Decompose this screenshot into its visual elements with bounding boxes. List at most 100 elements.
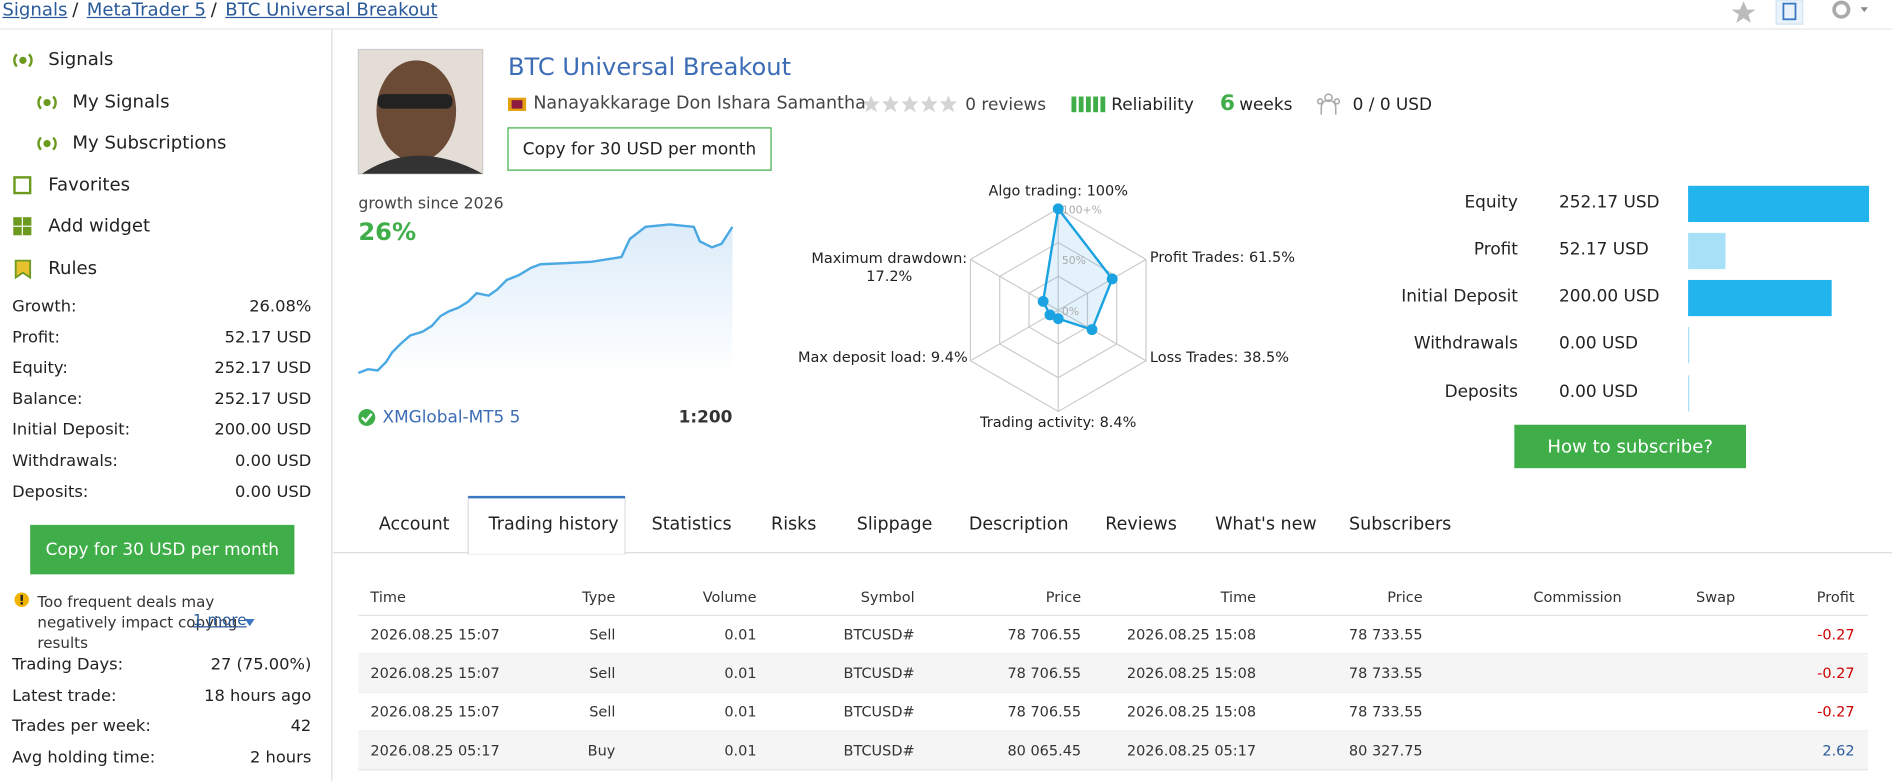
subscribers: 0 / 0 USD [1352,95,1433,115]
subscribe-button[interactable]: How to subscribe? [1514,424,1746,469]
table-cell[interactable]: BTCUSD# [843,626,915,644]
balance-bar [1688,279,1832,317]
table-cell[interactable]: Buy [587,742,616,759]
stat-value: 0.00 USD [235,482,312,502]
radar-tick-label: 100+% [1062,204,1102,217]
tab[interactable]: Risks [771,515,817,535]
table-cell[interactable]: 78 733.55 [1348,626,1423,644]
table-cell[interactable]: 2026.08.25 15:08 [1126,703,1257,721]
table-cell[interactable]: 0.01 [724,626,757,644]
table-cell[interactable]: BTCUSD# [843,703,915,721]
stat-value: 252.17 USD [214,389,312,410]
table-header[interactable]: Time [370,588,406,606]
table-cell[interactable]: 2026.08.25 15:08 [1126,626,1257,644]
table-cell[interactable]: -0.27 [1817,664,1855,682]
tab[interactable]: Trading history [488,515,619,535]
table-cell[interactable]: BTCUSD# [843,664,915,682]
table-cell[interactable]: 78 706.55 [1007,703,1082,721]
more-link[interactable]: 1 more [193,610,247,629]
stat-label: Withdrawals: [12,451,118,471]
stat-label: Avg holding time: [12,748,156,768]
balance-label: Initial Deposit [1401,287,1518,307]
signal-title: BTC Universal Breakout [507,51,792,81]
stat-value: 52.17 USD [224,328,312,348]
table-header[interactable]: Type [582,588,616,606]
breadcrumb-link[interactable]: Signals [2,0,68,21]
balance-label: Deposits [1444,382,1518,402]
balance-bar [1688,232,1726,270]
breadcrumb-link[interactable]: MetaTrader 5 [86,0,206,21]
table-cell[interactable]: 2026.08.25 15:07 [370,664,500,682]
broker-link[interactable]: XMGlobal-MT5 5 [382,407,521,428]
table-header[interactable]: Price [1387,588,1423,606]
balance-label: Withdrawals [1413,334,1518,354]
table-header[interactable]: Volume [702,588,757,606]
table-cell[interactable]: BTCUSD# [843,742,915,759]
table-cell[interactable]: 78 706.55 [1007,664,1082,682]
table-cell[interactable]: 0.01 [724,703,757,721]
table-cell[interactable]: 80 327.75 [1348,742,1423,759]
stat-label: Latest trade: [12,686,117,706]
tab[interactable]: Slippage [856,515,933,535]
tab[interactable]: Subscribers [1349,515,1452,535]
stat-value: 252.17 USD [214,358,312,378]
stat-value: 27 (75.00%) [210,655,312,675]
table-cell[interactable]: 78 733.55 [1348,703,1423,721]
nav-link[interactable]: My Subscriptions [72,131,227,154]
radar-label: Loss Trades: 38.5% [1149,348,1289,366]
copy-button[interactable]: Copy for 30 USD per month [522,139,757,159]
radar-point [1052,203,1064,215]
table-header[interactable]: Swap [1696,588,1736,606]
radar-tick-label: 0% [1062,305,1079,318]
table-cell[interactable]: 78 706.55 [1007,626,1082,644]
table-cell[interactable]: 2026.08.25 05:17 [1126,742,1257,759]
balance-bar [1688,185,1870,223]
table-header[interactable]: Symbol [860,588,915,606]
breadcrumb-link[interactable]: BTC Universal Breakout [225,0,438,21]
table-header[interactable]: Price [1045,588,1082,606]
weeks-number: 6 [1219,90,1236,116]
table-cell[interactable]: 2026.08.25 05:17 [370,742,500,759]
stat-label: Growth: [12,296,77,317]
table-header[interactable]: Commission [1533,588,1622,606]
tab[interactable]: Description [968,515,1069,535]
table-cell[interactable]: Sell [589,703,616,721]
nav-link[interactable]: Rules [48,257,98,279]
table-cell[interactable]: Sell [589,626,616,644]
nav-link[interactable]: Signals [48,48,114,70]
radar-label: Algo trading: 100% [988,182,1128,200]
table-cell[interactable]: 2026.08.25 15:07 [370,626,500,644]
nav-link[interactable]: Favorites [48,173,131,196]
table-cell[interactable]: 0.01 [724,664,757,682]
tab[interactable]: Account [378,515,450,535]
breadcrumb-separator: / [210,0,217,21]
balance-bar [1688,375,1690,412]
table-cell[interactable]: 2.62 [1822,742,1855,759]
tab[interactable]: Statistics [651,515,732,535]
copy-button[interactable]: Copy for 30 USD per month [30,524,295,575]
table-header[interactable]: Time [1220,588,1257,606]
nav-link[interactable]: My Signals [72,90,170,113]
balance-value: 0.00 USD [1558,334,1639,354]
table-header[interactable]: Profit [1816,588,1855,606]
table-cell[interactable]: 2026.08.25 15:08 [1126,664,1257,682]
table-cell[interactable]: 80 065.45 [1007,742,1082,759]
tab[interactable]: What's new [1215,515,1317,535]
radar-label: Max deposit load: 9.4% [797,348,968,366]
nav-link[interactable]: Add widget [48,214,151,237]
table-cell[interactable]: Sell [589,664,616,682]
balance-bar [1688,326,1690,364]
table-cell[interactable]: -0.27 [1817,703,1855,721]
stat-label: Initial Deposit: [12,419,131,440]
table-row [358,615,1868,654]
table-cell[interactable]: 2026.08.25 15:07 [370,703,500,721]
tab[interactable]: Reviews [1105,515,1177,535]
table-cell[interactable]: 78 733.55 [1348,664,1423,682]
radar-spoke [1057,258,1147,311]
table-cell[interactable]: -0.27 [1817,626,1855,644]
balance-label: Equity [1464,193,1518,213]
radar-point [1052,313,1064,325]
radar-tick-label: 50% [1062,254,1086,267]
table-cell[interactable]: 0.01 [724,742,757,759]
